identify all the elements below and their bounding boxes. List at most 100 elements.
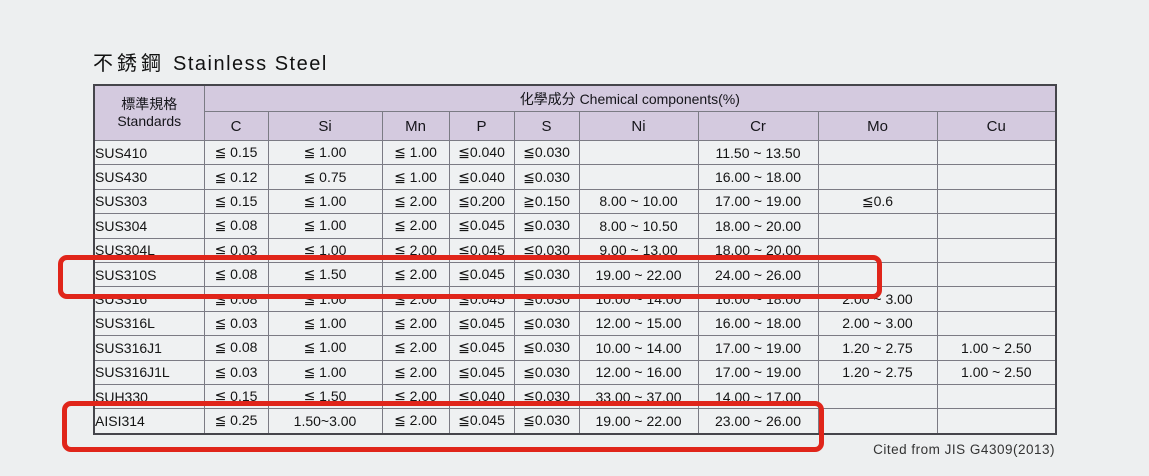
column-header-si: Si: [267, 111, 383, 141]
cell-sus316l-s: ≦0.030: [513, 310, 580, 337]
standard-name: SUS304L: [93, 237, 205, 263]
cell-sus304l-c: ≦ 0.03: [203, 237, 269, 263]
cell-suh330-mn: ≦ 2.00: [381, 383, 450, 410]
column-header-cu: Cu: [936, 111, 1057, 141]
cell-sus316l-mn: ≦ 2.00: [381, 310, 450, 337]
cell-sus316j1-si: ≦ 1.00: [267, 335, 383, 361]
cell-suh330-si: ≦ 1.50: [267, 383, 383, 410]
cell-sus430-ni: [578, 164, 699, 190]
cell-sus316j1l-cr: 17.00 ~ 19.00: [697, 359, 819, 385]
cell-sus316l-mo: 2.00 ~ 3.00: [817, 310, 938, 337]
cell-sus303-c: ≦ 0.15: [203, 188, 269, 215]
page-title: 不銹鋼 Stainless Steel: [93, 47, 328, 76]
standard-name: SUS430: [93, 164, 205, 190]
cell-sus316j1-s: ≦0.030: [513, 335, 580, 361]
cell-sus304l-mo: [817, 237, 938, 263]
cell-sus316j1-cu: 1.00 ~ 2.50: [936, 335, 1057, 361]
cell-sus316l-p: ≦0.045: [448, 310, 515, 337]
standard-name: SUS304: [93, 213, 205, 239]
cell-sus303-cr: 17.00 ~ 19.00: [697, 188, 819, 215]
cell-sus310s-p: ≦0.045: [448, 261, 515, 288]
cell-sus316j1-ni: 10.00 ~ 14.00: [578, 335, 699, 361]
cell-sus410-cr: 11.50 ~ 13.50: [697, 139, 819, 166]
table-row-sus304l: SUS304L ≦ 0.03 ≦ 1.00 ≦ 2.00 ≦0.045 ≦0.030 9.0…: [93, 237, 1057, 263]
cell-sus316j1l-s: ≦0.030: [513, 359, 580, 385]
cell-sus310s-cr: 24.00 ~ 26.00: [697, 261, 819, 288]
cell-sus410-si: ≦ 1.00: [267, 139, 383, 166]
cell-sus316j1-mn: ≦ 2.00: [381, 335, 450, 361]
cell-sus304l-si: ≦ 1.00: [267, 237, 383, 263]
cell-suh330-c: ≦ 0.15: [203, 383, 269, 410]
cell-sus310s-c: ≦ 0.08: [203, 261, 269, 288]
cell-sus303-s: ≧0.150: [513, 188, 580, 215]
cell-sus316-si: ≦ 1.00: [267, 286, 383, 312]
cell-aisi314-cr: 23.00 ~ 26.00: [697, 408, 819, 435]
standard-name: SUS316J1L: [93, 359, 205, 385]
table-row-sus430: SUS430 ≦ 0.12 ≦ 0.75 ≦ 1.00 ≦0.040 ≦0.030 16.0…: [93, 164, 1057, 190]
cell-sus410-p: ≦0.040: [448, 139, 515, 166]
cell-sus430-mo: [817, 164, 938, 190]
table-row-sus410: SUS410 ≦ 0.15 ≦ 1.00 ≦ 1.00 ≦0.040 ≦0.030 11.5…: [93, 139, 1057, 166]
cell-sus310s-mo: [817, 261, 938, 288]
cell-aisi314-c: ≦ 0.25: [203, 408, 269, 435]
standard-name: SUH330: [93, 383, 205, 410]
cell-sus316-p: ≦0.045: [448, 286, 515, 312]
citation-note: Cited from JIS G4309(2013): [873, 442, 1055, 457]
element-header-row: C Si Mn P S Ni Cr Mo Cu: [94, 111, 1057, 141]
cell-sus304-cr: 18.00 ~ 20.00: [697, 213, 819, 239]
cell-sus316-cr: 16.00 ~ 18.00: [697, 286, 819, 312]
table-body: SUS410 ≦ 0.15 ≦ 1.00 ≦ 1.00 ≦0.040 ≦0.030 11.5…: [93, 139, 1057, 435]
standard-name: SUS303: [93, 188, 205, 215]
cell-sus304-s: ≦0.030: [513, 213, 580, 239]
cell-sus304l-p: ≦0.045: [448, 237, 515, 263]
page-title-en: Stainless Steel: [173, 53, 328, 75]
cell-aisi314-mo: [817, 408, 938, 435]
cell-sus410-mn: ≦ 1.00: [381, 139, 450, 166]
column-header-cr: Cr: [697, 111, 819, 141]
cell-sus316j1-c: ≦ 0.08: [203, 335, 269, 361]
cell-sus316l-ni: 12.00 ~ 15.00: [578, 310, 699, 337]
cell-sus304l-mn: ≦ 2.00: [381, 237, 450, 263]
cell-sus303-ni: 8.00 ~ 10.00: [578, 188, 699, 215]
cell-aisi314-p: ≦0.045: [448, 408, 515, 435]
cell-sus410-cu: [936, 139, 1057, 166]
cell-suh330-cu: [936, 383, 1057, 410]
cell-sus310s-mn: ≦ 2.00: [381, 261, 450, 288]
cell-sus310s-cu: [936, 261, 1057, 288]
cell-sus304l-cr: 18.00 ~ 20.00: [697, 237, 819, 263]
cell-sus410-ni: [578, 139, 699, 166]
table-row-sus316j1l: SUS316J1L ≦ 0.03 ≦ 1.00 ≦ 2.00 ≦0.045 ≦0.030 1…: [93, 359, 1057, 385]
cell-sus316-cu: [936, 286, 1057, 312]
cell-sus316l-si: ≦ 1.00: [267, 310, 383, 337]
column-header-mn: Mn: [381, 111, 450, 141]
column-header-ni: Ni: [578, 111, 699, 141]
cell-sus430-si: ≦ 0.75: [267, 164, 383, 190]
cell-sus430-cu: [936, 164, 1057, 190]
cell-aisi314-s: ≦0.030: [513, 408, 580, 435]
cell-aisi314-cu: [936, 408, 1057, 435]
column-header-s: S: [513, 111, 580, 141]
standard-name: SUS316: [93, 286, 205, 312]
cell-sus303-mn: ≦ 2.00: [381, 188, 450, 215]
cell-suh330-p: ≦0.040: [448, 383, 515, 410]
page-title-cjk: 不銹鋼: [93, 53, 165, 75]
cell-sus304l-s: ≦0.030: [513, 237, 580, 263]
cell-sus310s-s: ≦0.030: [513, 261, 580, 288]
standard-name: SUS310S: [93, 261, 205, 288]
table-row-sus310s: SUS310S ≦ 0.08 ≦ 1.50 ≦ 2.00 ≦0.045 ≦0.030 19.…: [93, 261, 1057, 288]
cell-sus316j1-p: ≦0.045: [448, 335, 515, 361]
cell-sus304-p: ≦0.045: [448, 213, 515, 239]
cell-sus316j1l-mo: 1.20 ~ 2.75: [817, 359, 938, 385]
cell-sus430-s: ≦0.030: [513, 164, 580, 190]
cell-sus316j1-mo: 1.20 ~ 2.75: [817, 335, 938, 361]
cell-sus310s-si: ≦ 1.50: [267, 261, 383, 288]
cell-sus430-p: ≦0.040: [448, 164, 515, 190]
composition-table: 標準規格 Standards 化學成分 Chemical components(…: [93, 84, 1058, 435]
cell-sus316-c: ≦ 0.08: [203, 286, 269, 312]
cell-aisi314-si: 1.50~3.00: [267, 408, 383, 435]
cell-sus410-c: ≦ 0.15: [203, 139, 269, 166]
table-row-sus304: SUS304 ≦ 0.08 ≦ 1.00 ≦ 2.00 ≦0.045 ≦0.030 8.00…: [93, 213, 1057, 239]
cell-sus316j1l-cu: 1.00 ~ 2.50: [936, 359, 1057, 385]
table-row-sus303: SUS303 ≦ 0.15 ≦ 1.00 ≦ 2.00 ≦0.200 ≧0.150 8.00…: [93, 188, 1057, 215]
cell-sus304l-ni: 9.00 ~ 13.00: [578, 237, 699, 263]
